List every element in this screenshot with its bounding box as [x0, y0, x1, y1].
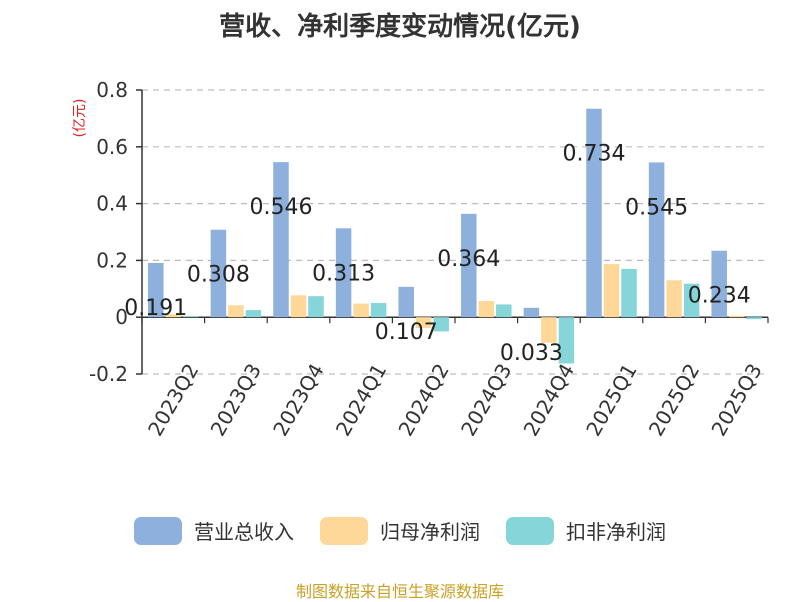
bar-2023Q3-1: [210, 229, 227, 318]
bar-2023Q2-1: [148, 262, 164, 318]
legend-swatch: [320, 516, 368, 545]
y-tick-label: 0.8: [96, 78, 128, 102]
data-label: 0.545: [625, 195, 688, 220]
x-tick-label: 2024Q3: [456, 359, 516, 440]
bar-layer: [148, 108, 762, 364]
bar-2024Q2-2: [415, 317, 432, 328]
bar-2024Q3-3: [496, 304, 512, 318]
y-tick-label: 0.4: [96, 192, 128, 216]
legend: 营业总收入 归母净利润 扣非净利润: [0, 516, 800, 545]
legend-swatch: [506, 516, 554, 545]
x-tick-label: 2024Q4: [519, 359, 579, 440]
data-label: 0.734: [563, 142, 626, 167]
x-tick-label: 2025Q1: [581, 359, 641, 440]
legend-swatch: [134, 516, 182, 545]
bar-2023Q4-2: [290, 295, 307, 318]
data-label: 0.191: [124, 296, 187, 321]
bar-2024Q4-2: [541, 317, 557, 343]
bar-2023Q3-3: [245, 310, 262, 318]
x-tick-label: 2023Q4: [268, 359, 328, 440]
bar-2024Q1-1: [335, 228, 352, 318]
x-tick-label: 2024Q1: [331, 359, 391, 440]
x-tick-label: 2025Q3: [706, 359, 766, 440]
bar-2024Q4-3: [558, 317, 575, 364]
bar-2025Q2-1: [648, 162, 665, 318]
source-footer: 制图数据来自恒生聚源数据库: [295, 582, 504, 601]
legend-item-3[interactable]: 扣非净利润: [506, 516, 666, 545]
bar-2024Q1-2: [353, 303, 369, 318]
bar-2024Q4-1: [523, 307, 540, 318]
bar-2024Q3-2: [478, 301, 495, 318]
legend-label: 扣非净利润: [566, 520, 666, 544]
bar-2024Q3-1: [461, 213, 477, 318]
x-tick-label: 2025Q2: [644, 359, 704, 440]
y-tick-label: -0.2: [89, 362, 128, 386]
x-tick-label: 2023Q2: [143, 359, 203, 440]
data-label: 0.308: [187, 263, 250, 288]
bar-2024Q1-3: [370, 303, 387, 318]
bar-2025Q1-3: [621, 268, 637, 318]
bar-2024Q2-3: [433, 317, 449, 332]
bar-2023Q4-3: [308, 296, 324, 318]
legend-label: 营业总收入: [194, 520, 294, 544]
legend-label: 归母净利润: [380, 520, 480, 544]
bar-2025Q3-3: [746, 317, 762, 320]
bar-2023Q3-2: [228, 305, 244, 318]
legend-item-2[interactable]: 归母净利润: [320, 516, 480, 545]
y-tick-label: 0.6: [96, 135, 128, 159]
grid-layer: [142, 89, 768, 375]
bar-2025Q2-3: [683, 283, 700, 318]
data-label: 0.033: [500, 341, 563, 366]
bar-2023Q2-2: [165, 314, 182, 318]
bar-2025Q1-2: [603, 264, 620, 318]
bar-2025Q3-1: [711, 250, 727, 318]
data-label: 0.546: [250, 195, 313, 220]
bar-2023Q2-3: [183, 316, 199, 318]
y-tick-label: 0: [115, 305, 128, 329]
chart-title: 营收、净利季度变动情况(亿元): [219, 12, 581, 42]
bar-2024Q2-1: [398, 286, 414, 318]
data-label: 0.234: [688, 284, 751, 309]
x-tick-label: 2024Q2: [393, 359, 453, 440]
bar-2025Q3-2: [728, 315, 745, 318]
y-axis-title: (亿元): [72, 99, 88, 138]
y-tick-label: 0.2: [96, 248, 128, 272]
data-label: 0.107: [375, 320, 438, 345]
bar-2023Q4-1: [273, 162, 289, 318]
data-label: 0.313: [312, 261, 375, 286]
bar-2025Q2-2: [666, 280, 682, 318]
data-label: 0.364: [437, 247, 500, 272]
legend-item-1[interactable]: 营业总收入: [134, 516, 294, 545]
x-tick-label: 2023Q3: [206, 359, 266, 440]
bar-2025Q1-1: [586, 108, 602, 318]
